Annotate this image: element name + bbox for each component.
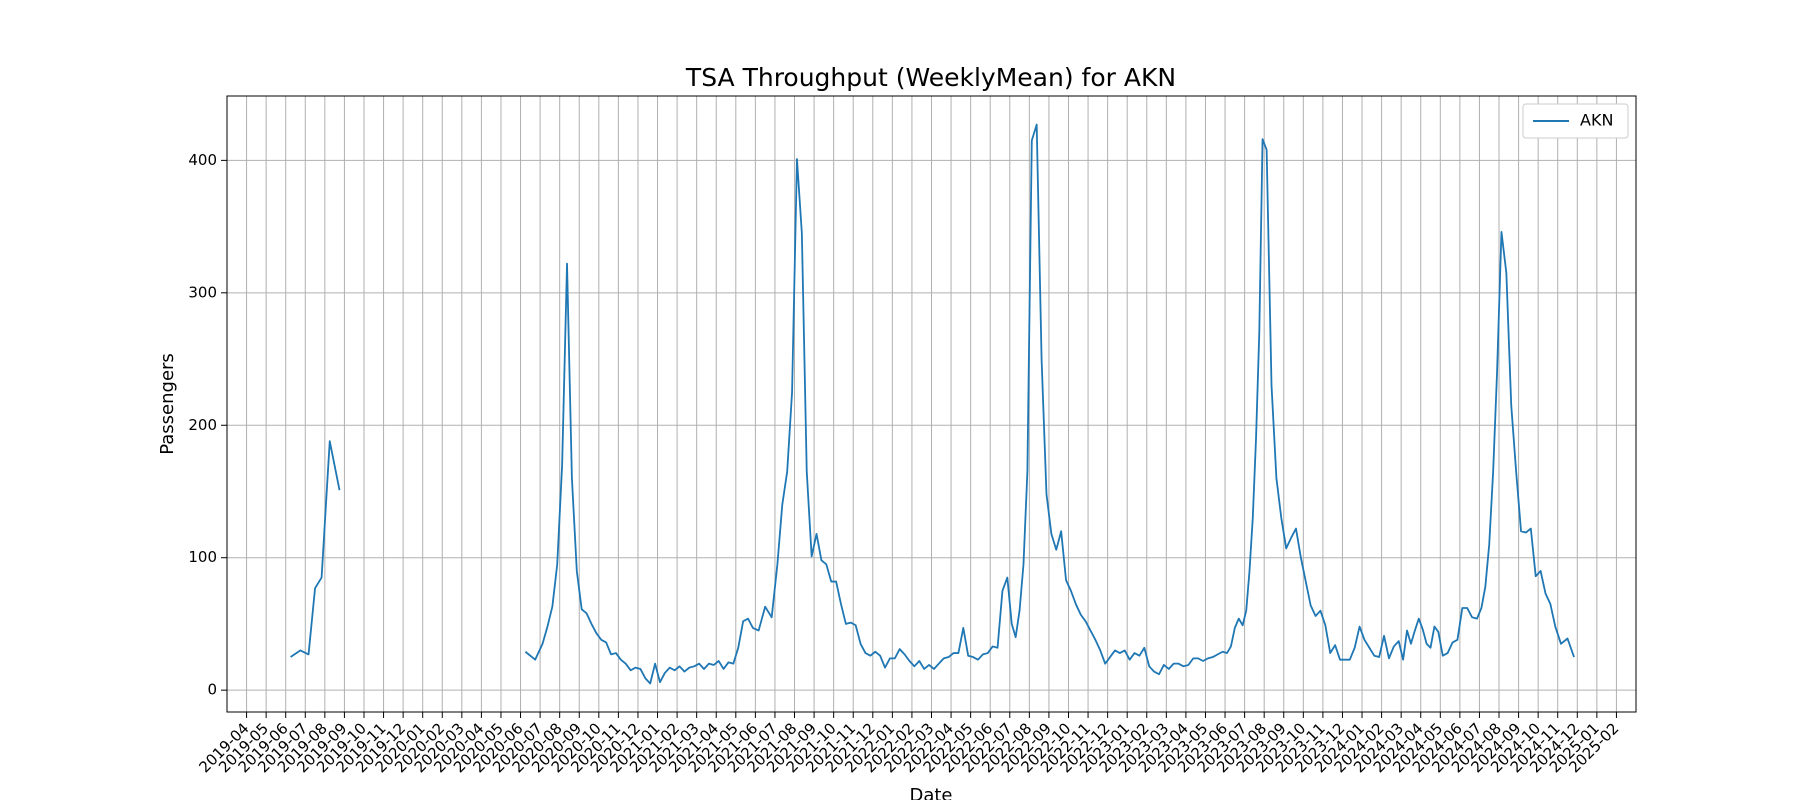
- legend-label: AKN: [1580, 111, 1613, 130]
- y-tick-label: 300: [188, 283, 217, 301]
- legend-box: [1522, 103, 1629, 139]
- y-axis-label: Passengers: [157, 353, 178, 455]
- y-tick-label: 0: [207, 681, 217, 699]
- chart-title: TSA Throughput (WeeklyMean) for AKN: [685, 63, 1176, 92]
- x-axis-label: Date: [909, 785, 952, 800]
- plot-frame: [226, 95, 1637, 713]
- y-tick-label: 100: [188, 548, 217, 566]
- data-line: [290, 123, 1575, 685]
- y-tick-label: 400: [188, 151, 217, 169]
- y-tick-label: 200: [188, 416, 217, 434]
